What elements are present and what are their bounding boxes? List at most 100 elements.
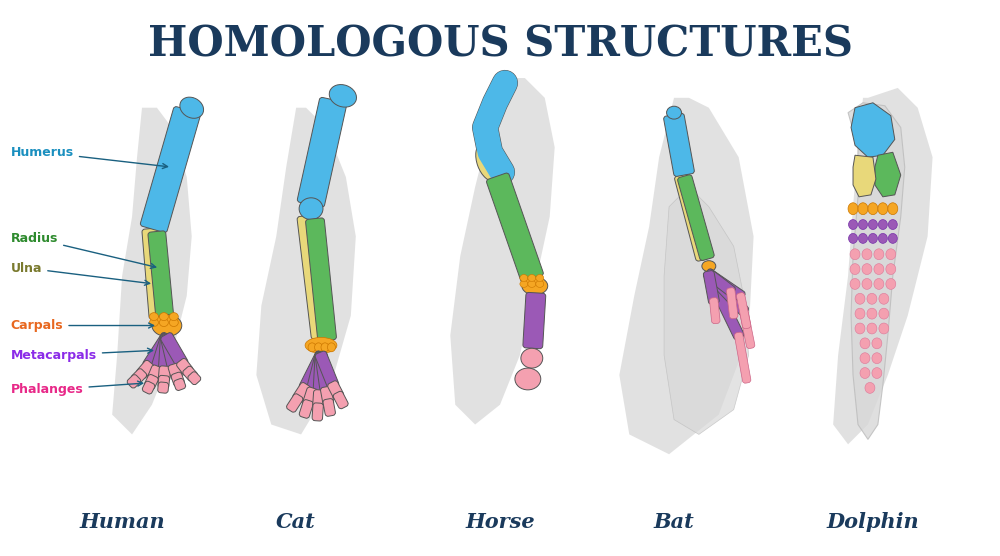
Ellipse shape	[860, 338, 870, 349]
Ellipse shape	[315, 343, 322, 352]
Polygon shape	[256, 108, 356, 434]
Ellipse shape	[850, 279, 860, 289]
FancyBboxPatch shape	[703, 270, 744, 340]
Ellipse shape	[867, 308, 877, 319]
Ellipse shape	[528, 280, 536, 287]
FancyBboxPatch shape	[158, 382, 169, 393]
FancyBboxPatch shape	[158, 334, 173, 373]
FancyBboxPatch shape	[188, 371, 201, 385]
Ellipse shape	[849, 234, 858, 244]
Ellipse shape	[476, 143, 500, 181]
Text: Human: Human	[79, 512, 165, 532]
Ellipse shape	[149, 319, 158, 326]
Ellipse shape	[872, 338, 882, 349]
Ellipse shape	[874, 264, 884, 275]
Ellipse shape	[850, 249, 860, 260]
Ellipse shape	[858, 203, 868, 215]
Ellipse shape	[848, 203, 858, 215]
FancyBboxPatch shape	[303, 387, 317, 407]
Ellipse shape	[521, 348, 543, 368]
Ellipse shape	[520, 275, 528, 281]
Ellipse shape	[159, 319, 168, 326]
FancyBboxPatch shape	[293, 383, 310, 403]
Ellipse shape	[888, 220, 897, 230]
FancyBboxPatch shape	[143, 332, 173, 370]
FancyBboxPatch shape	[171, 372, 184, 386]
Ellipse shape	[860, 353, 870, 364]
Text: Ulna: Ulna	[11, 262, 150, 285]
Ellipse shape	[149, 312, 158, 321]
FancyBboxPatch shape	[137, 360, 154, 378]
FancyBboxPatch shape	[131, 369, 147, 384]
Ellipse shape	[874, 249, 884, 260]
Ellipse shape	[152, 315, 182, 336]
Ellipse shape	[862, 264, 872, 275]
Ellipse shape	[888, 203, 898, 215]
FancyBboxPatch shape	[703, 271, 719, 304]
Ellipse shape	[536, 275, 544, 281]
Ellipse shape	[878, 234, 887, 244]
Ellipse shape	[515, 368, 541, 390]
FancyBboxPatch shape	[142, 381, 155, 394]
Polygon shape	[848, 103, 905, 439]
Text: Carpals: Carpals	[11, 319, 154, 332]
Text: Horse: Horse	[465, 512, 535, 532]
Text: Bat: Bat	[654, 512, 694, 532]
Ellipse shape	[169, 319, 178, 326]
FancyBboxPatch shape	[312, 403, 323, 421]
Polygon shape	[664, 187, 749, 434]
FancyBboxPatch shape	[664, 113, 694, 176]
Polygon shape	[853, 155, 876, 197]
FancyBboxPatch shape	[144, 374, 158, 389]
Text: Metacarpals: Metacarpals	[11, 348, 153, 362]
Ellipse shape	[867, 294, 877, 304]
FancyBboxPatch shape	[321, 386, 334, 405]
Ellipse shape	[872, 353, 882, 364]
FancyBboxPatch shape	[704, 269, 749, 315]
Ellipse shape	[879, 294, 889, 304]
FancyBboxPatch shape	[148, 231, 174, 321]
FancyBboxPatch shape	[306, 218, 336, 341]
FancyBboxPatch shape	[675, 174, 708, 261]
Ellipse shape	[305, 337, 337, 353]
Ellipse shape	[862, 279, 872, 289]
FancyBboxPatch shape	[315, 351, 339, 389]
Ellipse shape	[522, 277, 548, 295]
FancyBboxPatch shape	[286, 394, 303, 413]
Ellipse shape	[879, 323, 889, 334]
Ellipse shape	[855, 308, 865, 319]
Ellipse shape	[536, 280, 544, 287]
FancyBboxPatch shape	[140, 107, 200, 232]
Text: Humerus: Humerus	[11, 146, 168, 168]
FancyBboxPatch shape	[161, 332, 188, 368]
FancyBboxPatch shape	[142, 228, 169, 319]
FancyBboxPatch shape	[299, 400, 313, 418]
FancyBboxPatch shape	[147, 365, 163, 383]
FancyBboxPatch shape	[183, 366, 198, 381]
Ellipse shape	[159, 312, 168, 321]
FancyBboxPatch shape	[297, 97, 347, 207]
Ellipse shape	[878, 203, 888, 215]
Ellipse shape	[867, 323, 877, 334]
FancyBboxPatch shape	[333, 391, 348, 409]
FancyBboxPatch shape	[678, 175, 714, 260]
Polygon shape	[851, 103, 895, 157]
Ellipse shape	[879, 308, 889, 319]
Ellipse shape	[855, 323, 865, 334]
FancyBboxPatch shape	[739, 307, 755, 349]
Text: HOMOLOGOUS STRUCTURES: HOMOLOGOUS STRUCTURES	[148, 23, 852, 66]
FancyBboxPatch shape	[315, 352, 332, 393]
Ellipse shape	[878, 220, 887, 230]
Ellipse shape	[329, 85, 356, 107]
FancyBboxPatch shape	[734, 332, 751, 383]
Ellipse shape	[321, 343, 329, 352]
Ellipse shape	[888, 234, 897, 244]
Ellipse shape	[886, 249, 896, 260]
FancyBboxPatch shape	[151, 333, 173, 373]
FancyBboxPatch shape	[299, 351, 327, 391]
FancyBboxPatch shape	[704, 269, 735, 296]
FancyBboxPatch shape	[523, 292, 546, 349]
Ellipse shape	[327, 343, 335, 352]
Ellipse shape	[858, 220, 867, 230]
Ellipse shape	[169, 312, 178, 321]
